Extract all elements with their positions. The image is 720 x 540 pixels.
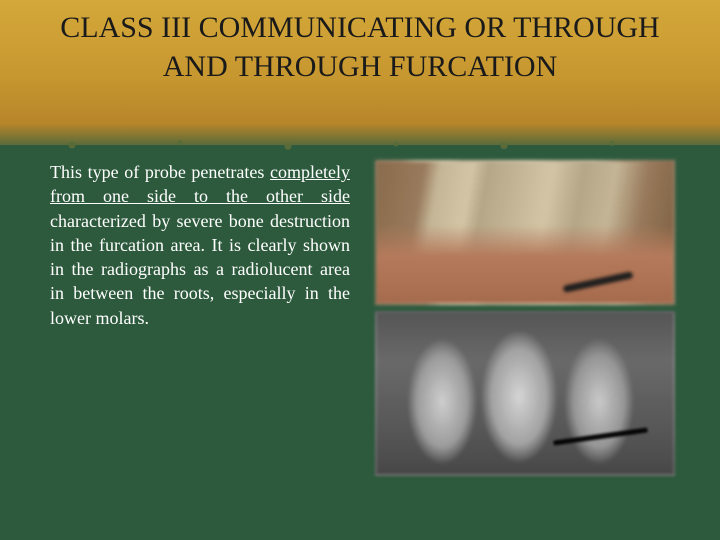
header-band: CLASS III COMMUNICATING OR THROUGH AND T… [0, 0, 720, 145]
body-text-2: characterized by severe bone destruction… [50, 211, 350, 328]
slide: CLASS III COMMUNICATING OR THROUGH AND T… [0, 0, 720, 540]
body-paragraph: This type of probe penetrates completely… [50, 160, 350, 330]
body-text-1: This type of probe penetrates [50, 162, 270, 182]
image-column [375, 160, 675, 482]
slide-title: CLASS III COMMUNICATING OR THROUGH AND T… [0, 8, 720, 86]
body-text-area: This type of probe penetrates completely… [50, 160, 350, 330]
clinical-photo [375, 160, 675, 305]
radiograph-image [375, 311, 675, 476]
